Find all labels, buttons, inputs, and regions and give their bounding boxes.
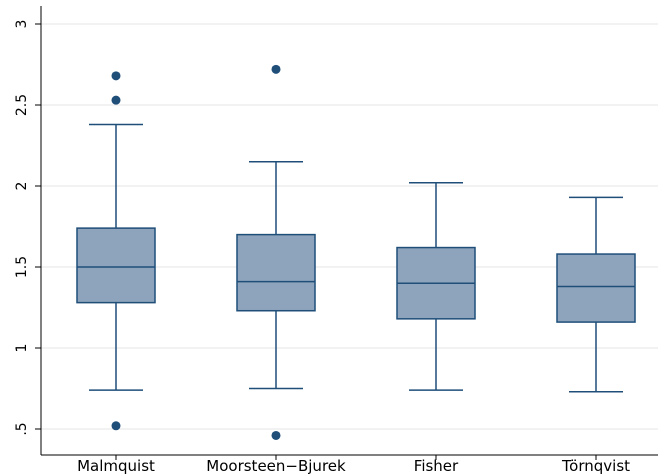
iqr-box [76, 227, 156, 304]
y-tick-label: .5 [14, 422, 30, 435]
y-tick-label: 1 [14, 344, 30, 353]
x-category-label: Moorsteen−Bjurek [206, 457, 346, 475]
outlier-point [111, 95, 121, 105]
outlier-point [271, 430, 281, 440]
y-tick-label: 3 [14, 20, 30, 29]
outlier-point [111, 71, 121, 81]
box-3 [396, 182, 476, 391]
y-tick-label: 2.5 [14, 94, 30, 116]
boxes [76, 64, 636, 440]
labels: .5 1 1.5 2 2.5 3 Malmquist Moorsteen−Bjurek Fish… [14, 20, 630, 475]
y-tick-label: 1.5 [14, 256, 30, 278]
x-category-label: Malmquist [77, 457, 155, 475]
x-category-label: Fisher [414, 457, 459, 475]
box-2 [236, 64, 316, 440]
box-1 [76, 71, 156, 431]
axes [35, 6, 658, 460]
box-4 [556, 196, 636, 393]
y-tick-label: 2 [14, 182, 30, 191]
x-category-label: Törnqvist [561, 457, 630, 475]
iqr-box [556, 253, 636, 323]
outlier-point [271, 64, 281, 74]
iqr-box [236, 233, 316, 312]
grid-lines [41, 23, 658, 430]
outlier-point [111, 421, 121, 431]
